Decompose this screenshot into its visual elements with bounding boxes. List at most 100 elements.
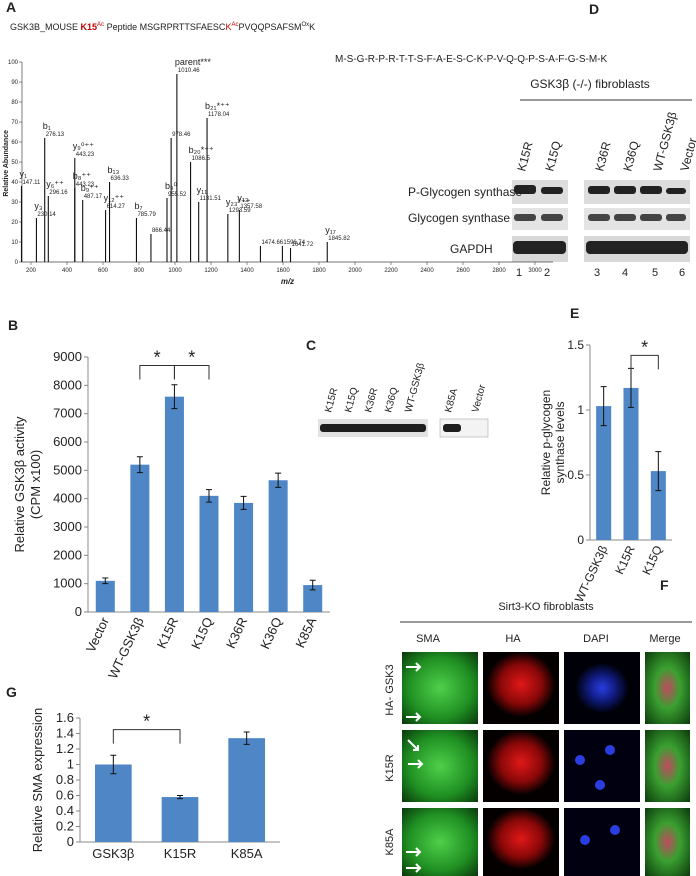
error-bar xyxy=(171,384,178,410)
y-tick-label: 20 xyxy=(11,220,18,226)
x-tick-label: WT-GSK3β xyxy=(572,543,610,604)
panel-letter: F xyxy=(660,577,669,593)
y-tick-label: 1.5 xyxy=(567,338,584,352)
y-tick-label: 10 xyxy=(11,240,18,246)
y-tick-label: 0 xyxy=(75,604,82,619)
ion-label: y₁₃ xyxy=(237,193,249,203)
error-bar xyxy=(243,731,250,745)
peak-mass: 636.33 xyxy=(111,176,130,182)
ion-label: y₆⁺⁺ xyxy=(46,179,64,189)
x-tick-label: K36Q xyxy=(257,615,285,651)
x-tick-label: K15Q xyxy=(188,615,216,651)
blot xyxy=(439,418,489,438)
band xyxy=(320,424,426,432)
ion-label: b₁ xyxy=(43,121,51,131)
error-bar xyxy=(240,495,247,510)
x-tick-label: 800 xyxy=(134,268,145,274)
bar xyxy=(130,464,150,612)
significance-bracket xyxy=(112,729,181,744)
y-tick-label: 6000 xyxy=(53,434,82,449)
x-tick-label: 2200 xyxy=(384,268,398,274)
ion-label: y₂₃*⁺⁺ xyxy=(226,197,251,207)
panel-letter: E xyxy=(570,305,579,321)
peak-mass: 978.46 xyxy=(172,132,191,138)
y-tick-label: 5000 xyxy=(53,462,82,477)
header-part: K xyxy=(225,22,231,32)
error-bar xyxy=(275,472,282,488)
y-tick-label: 0 xyxy=(577,533,584,547)
y-tick-label: 4000 xyxy=(53,491,82,506)
peak-mass: 1131.51 xyxy=(200,196,222,202)
blot-d xyxy=(512,180,690,262)
lane-label: K36Q xyxy=(383,386,400,414)
band xyxy=(443,424,461,432)
panel-letter: G xyxy=(6,684,17,700)
panel-letter: D xyxy=(589,1,599,17)
header-part: Ac xyxy=(231,22,238,28)
x-axis-label: m/z xyxy=(281,277,294,286)
error-bar xyxy=(655,451,662,492)
column-label: Merge xyxy=(649,633,680,645)
error-bar xyxy=(206,489,212,503)
column-label: SMA xyxy=(416,633,441,645)
bar xyxy=(199,495,219,612)
peak-mass: 147.11 xyxy=(22,180,41,186)
row-label: K85A xyxy=(384,828,396,856)
header-part: K15 xyxy=(81,22,98,32)
peak-mass: 955.52 xyxy=(168,192,187,198)
x-tick-label: 400 xyxy=(62,268,73,274)
ion-label: b₈⁺⁺ xyxy=(73,171,91,181)
peak-mass: 866.44 xyxy=(152,228,171,234)
y-tick-label: 1000 xyxy=(53,576,82,591)
panel-title: GSK3β (-/-) fibroblasts xyxy=(530,77,650,91)
significance-star: * xyxy=(143,712,150,732)
y-tick-label: 70 xyxy=(11,120,18,126)
y-tick-label: 7000 xyxy=(53,406,82,421)
peak-mass: 276.13 xyxy=(46,132,65,138)
bar xyxy=(268,480,288,612)
blot xyxy=(584,208,690,230)
x-tick-label: 1000 xyxy=(168,268,182,274)
header-part: GSK3B_MOUSE xyxy=(10,22,81,32)
lane-label: K15Q xyxy=(343,386,360,414)
x-tick-label: K85A xyxy=(292,615,319,650)
y-tick-label: 30 xyxy=(11,200,18,206)
lane-label: K85A xyxy=(443,387,460,414)
lane-label: K36Q xyxy=(620,140,641,173)
ion-label: b₉⁺⁺ xyxy=(81,183,99,193)
y-tick-label: 100 xyxy=(8,60,19,66)
x-tick-label: 1200 xyxy=(204,268,218,274)
sequence-diagram: M-S-G-R-P-R-T-T-S-F-A-E-S-C-K-P-V-Q-Q-P-… xyxy=(335,54,608,65)
error-bar xyxy=(309,579,316,591)
lane-label: K36R xyxy=(363,387,380,414)
y-tick-label: 80 xyxy=(11,100,18,106)
ion-label: b₂₁*⁺⁺ xyxy=(205,101,230,111)
x-tick-label: 200 xyxy=(26,268,37,274)
peak-mass: 614.27 xyxy=(107,204,126,210)
error-bar xyxy=(600,386,607,427)
bar xyxy=(650,471,666,540)
peak-mass: 1845.82 xyxy=(328,236,350,242)
lane-number: 5 xyxy=(652,267,658,279)
y-axis-label: (CPM x100) xyxy=(28,450,43,519)
x-tick-label: K15R xyxy=(164,846,197,861)
ion-label: y₉⁰⁺⁺ xyxy=(73,141,94,151)
panel-letter: A xyxy=(6,0,16,15)
bar xyxy=(95,764,132,842)
y-tick-label: 0.2 xyxy=(56,819,74,834)
lane-number: 3 xyxy=(594,267,600,279)
peak-mass: 230.14 xyxy=(37,212,56,218)
row-label: HA- GSK3 xyxy=(384,664,396,715)
ion-label: y₁₂⁺⁺ xyxy=(104,193,125,203)
x-tick-label: 1800 xyxy=(312,268,326,274)
y-tick-label: 60 xyxy=(11,140,18,146)
x-tick-label: K15R xyxy=(154,615,181,651)
significance-bracket xyxy=(173,365,210,380)
x-tick-label: K15Q xyxy=(639,543,665,577)
row-label: P-Glycogen synthase xyxy=(408,185,522,199)
ion-label: b₁₃ xyxy=(108,165,120,175)
y-tick-label: 0.8 xyxy=(56,772,74,787)
x-tick-label: 1600 xyxy=(276,268,290,274)
y-axis-label: synthase levels xyxy=(553,401,567,483)
